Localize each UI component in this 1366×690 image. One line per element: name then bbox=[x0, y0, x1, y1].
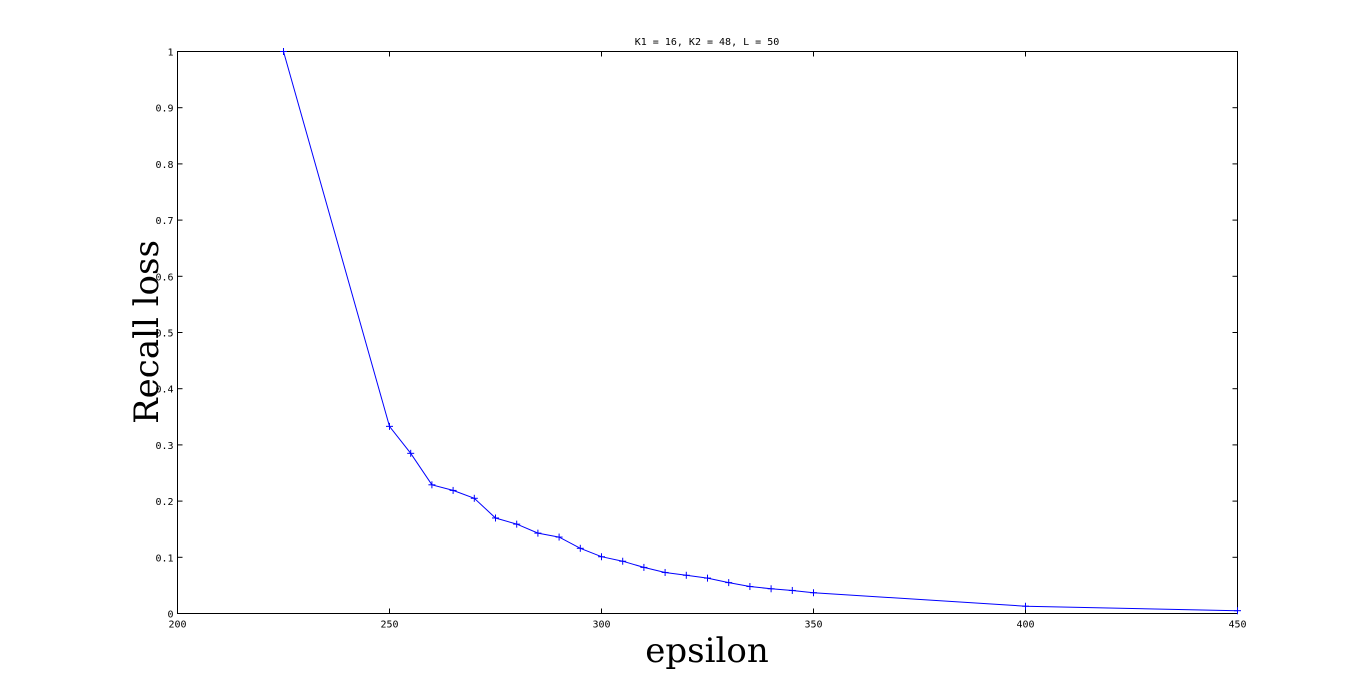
data-point-marker bbox=[704, 574, 711, 582]
y-tick-label: 1 bbox=[167, 48, 173, 59]
data-point-marker bbox=[661, 568, 669, 576]
data-point-marker bbox=[407, 449, 415, 457]
axis-ticks bbox=[177, 51, 1238, 614]
data-point-marker bbox=[534, 529, 542, 537]
x-tick-label: 400 bbox=[1016, 620, 1034, 631]
data-point-marker bbox=[619, 557, 627, 565]
data-point-marker bbox=[576, 544, 584, 552]
y-tick-label: 0.8 bbox=[155, 160, 173, 171]
y-tick-label: 0.9 bbox=[155, 104, 173, 115]
x-tick-label: 350 bbox=[804, 620, 822, 631]
y-tick-label: 0.3 bbox=[155, 441, 173, 452]
data-point-marker bbox=[513, 520, 521, 528]
y-tick-label: 0.5 bbox=[155, 329, 173, 340]
data-point-marker bbox=[449, 486, 457, 494]
plot-area bbox=[177, 51, 1238, 614]
data-point-marker bbox=[280, 48, 287, 55]
data-point-marker bbox=[682, 571, 690, 579]
data-point-marker bbox=[746, 583, 754, 591]
x-tick-label: 250 bbox=[380, 620, 398, 631]
series-group bbox=[280, 48, 1241, 615]
x-tick-label: 200 bbox=[168, 620, 186, 631]
data-point-marker bbox=[598, 553, 605, 561]
data-point-marker bbox=[428, 481, 436, 489]
y-tick-label: 0.2 bbox=[155, 497, 173, 508]
data-point-marker bbox=[725, 579, 733, 587]
series-line bbox=[283, 51, 1238, 612]
y-tick-label: 0 bbox=[167, 610, 173, 621]
data-point-marker bbox=[788, 586, 796, 594]
data-point-marker bbox=[1234, 607, 1241, 615]
x-tick-label: 300 bbox=[592, 620, 610, 631]
y-tick-label: 0.1 bbox=[155, 553, 173, 564]
chart-title: K1 = 16, K2 = 48, L = 50 bbox=[635, 37, 780, 48]
axis-tick-labels: 200 250 300 350 400 450 0 0.1 0.2 0.3 0.4 0.5 0.6 0.7… bbox=[155, 48, 1246, 631]
data-point-marker bbox=[555, 533, 563, 541]
data-point-marker bbox=[1022, 602, 1029, 610]
data-point-marker bbox=[767, 585, 775, 593]
data-point-marker bbox=[386, 422, 393, 430]
data-point-marker bbox=[810, 589, 817, 597]
data-point-marker bbox=[640, 563, 648, 571]
y-tick-label: 0.4 bbox=[155, 385, 173, 396]
y-tick-label: 0.6 bbox=[155, 272, 173, 283]
y-tick-label: 0.7 bbox=[155, 216, 173, 227]
x-tick-label: 450 bbox=[1228, 620, 1246, 631]
x-axis-label: epsilon bbox=[645, 631, 768, 671]
data-point-marker bbox=[470, 494, 478, 502]
data-point-marker bbox=[492, 514, 499, 522]
y-axis-label: Recall loss bbox=[127, 240, 167, 424]
